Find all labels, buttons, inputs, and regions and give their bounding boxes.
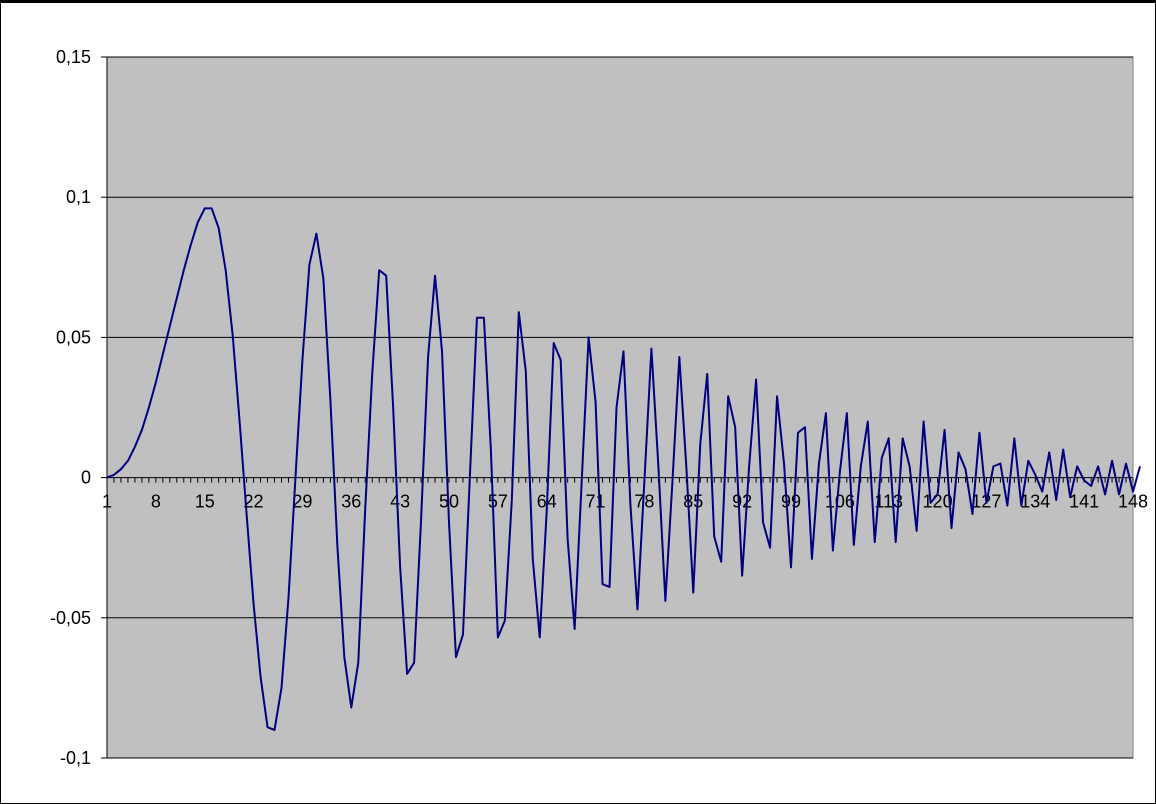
x-tick-label: 106 — [825, 492, 855, 512]
x-tick-label: 78 — [634, 492, 654, 512]
x-tick-label: 36 — [341, 492, 361, 512]
x-tick-label: 134 — [1020, 492, 1050, 512]
x-tick-label: 43 — [390, 492, 410, 512]
gridlines — [107, 56, 1133, 759]
x-tick-label: 141 — [1069, 492, 1099, 512]
x-tick-label: 29 — [292, 492, 312, 512]
window-top-border — [0, 0, 1156, 3]
plot-area — [106, 56, 1134, 759]
y-tick-label: -0,05 — [50, 608, 91, 628]
x-tick-label: 113 — [874, 492, 903, 512]
x-tick-label: 22 — [244, 492, 264, 512]
x-tick-label: 8 — [151, 492, 161, 512]
y-tick-label: 0,15 — [56, 47, 91, 67]
x-tick-label: 148 — [1118, 492, 1148, 512]
x-tick-label: 57 — [488, 492, 508, 512]
x-tick-label: 92 — [732, 492, 752, 512]
x-tick-label: 99 — [781, 492, 801, 512]
x-tick-label: 15 — [195, 492, 215, 512]
series-layer — [106, 207, 1141, 731]
y-tick-label: 0,1 — [66, 187, 91, 207]
y-axis: 0,15 0,1 0,05 0 -0,05 -0,1 — [50, 47, 108, 768]
x-tick-label: 85 — [683, 492, 703, 512]
y-tick-label: -0,1 — [60, 748, 91, 768]
y-tick-label: 0 — [81, 468, 91, 488]
y-tick-label: 0,05 — [56, 327, 91, 347]
x-tick-label: 1 — [102, 492, 112, 512]
x-tick-label: 71 — [586, 492, 606, 512]
